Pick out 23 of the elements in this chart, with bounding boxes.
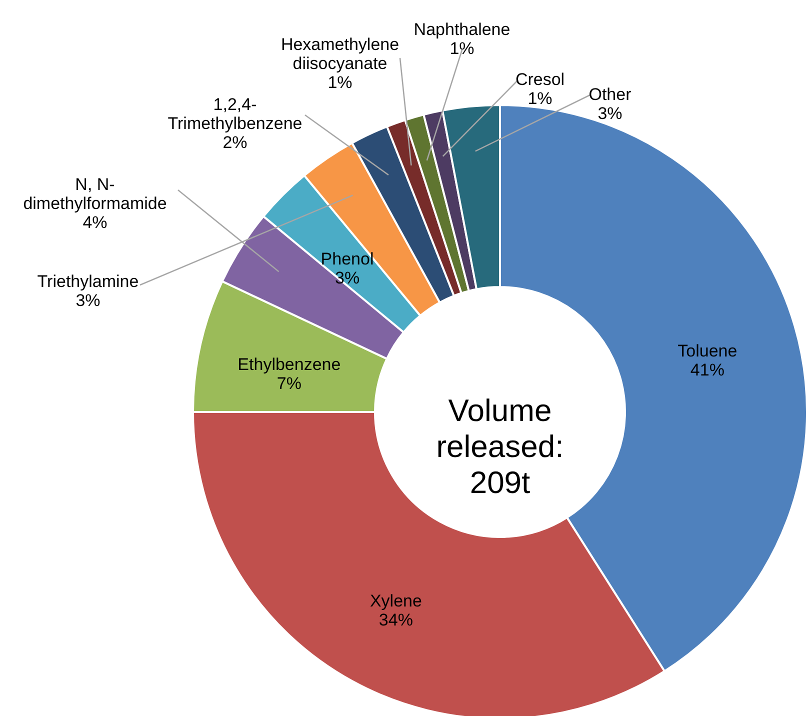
data-label: 3%: [76, 291, 100, 310]
slice-label: Toluene: [678, 342, 738, 361]
slice-label: Cresol: [515, 70, 565, 89]
slice-label: N, N-dimethylformamide: [23, 175, 167, 213]
data-label: 7%: [276, 374, 302, 393]
data-label: 41%: [690, 360, 724, 380]
data-label: 2%: [222, 133, 248, 152]
data-label: 1%: [328, 73, 352, 92]
slice-label: Triethylamine: [37, 272, 139, 291]
data-label: 34%: [378, 610, 413, 630]
data-label: 4%: [82, 213, 108, 232]
slice-label: Naphthalene: [414, 20, 510, 39]
slice-label: Ethylbenzene: [238, 354, 341, 374]
data-label: 3%: [334, 268, 360, 288]
slice-label: Hexamethylene diisocyanate: [280, 35, 400, 73]
data-label: 1%: [450, 39, 474, 58]
slice-label: 1,2,4-Trimethylbenzene: [168, 95, 302, 133]
slice-label: Xylene: [370, 591, 422, 610]
text: Volume released: 209t: [436, 393, 564, 500]
data-label: 1%: [528, 89, 552, 108]
data-label: 3%: [598, 104, 622, 123]
slice-label: Other: [588, 85, 632, 104]
slice-label: Phenol: [320, 249, 374, 268]
